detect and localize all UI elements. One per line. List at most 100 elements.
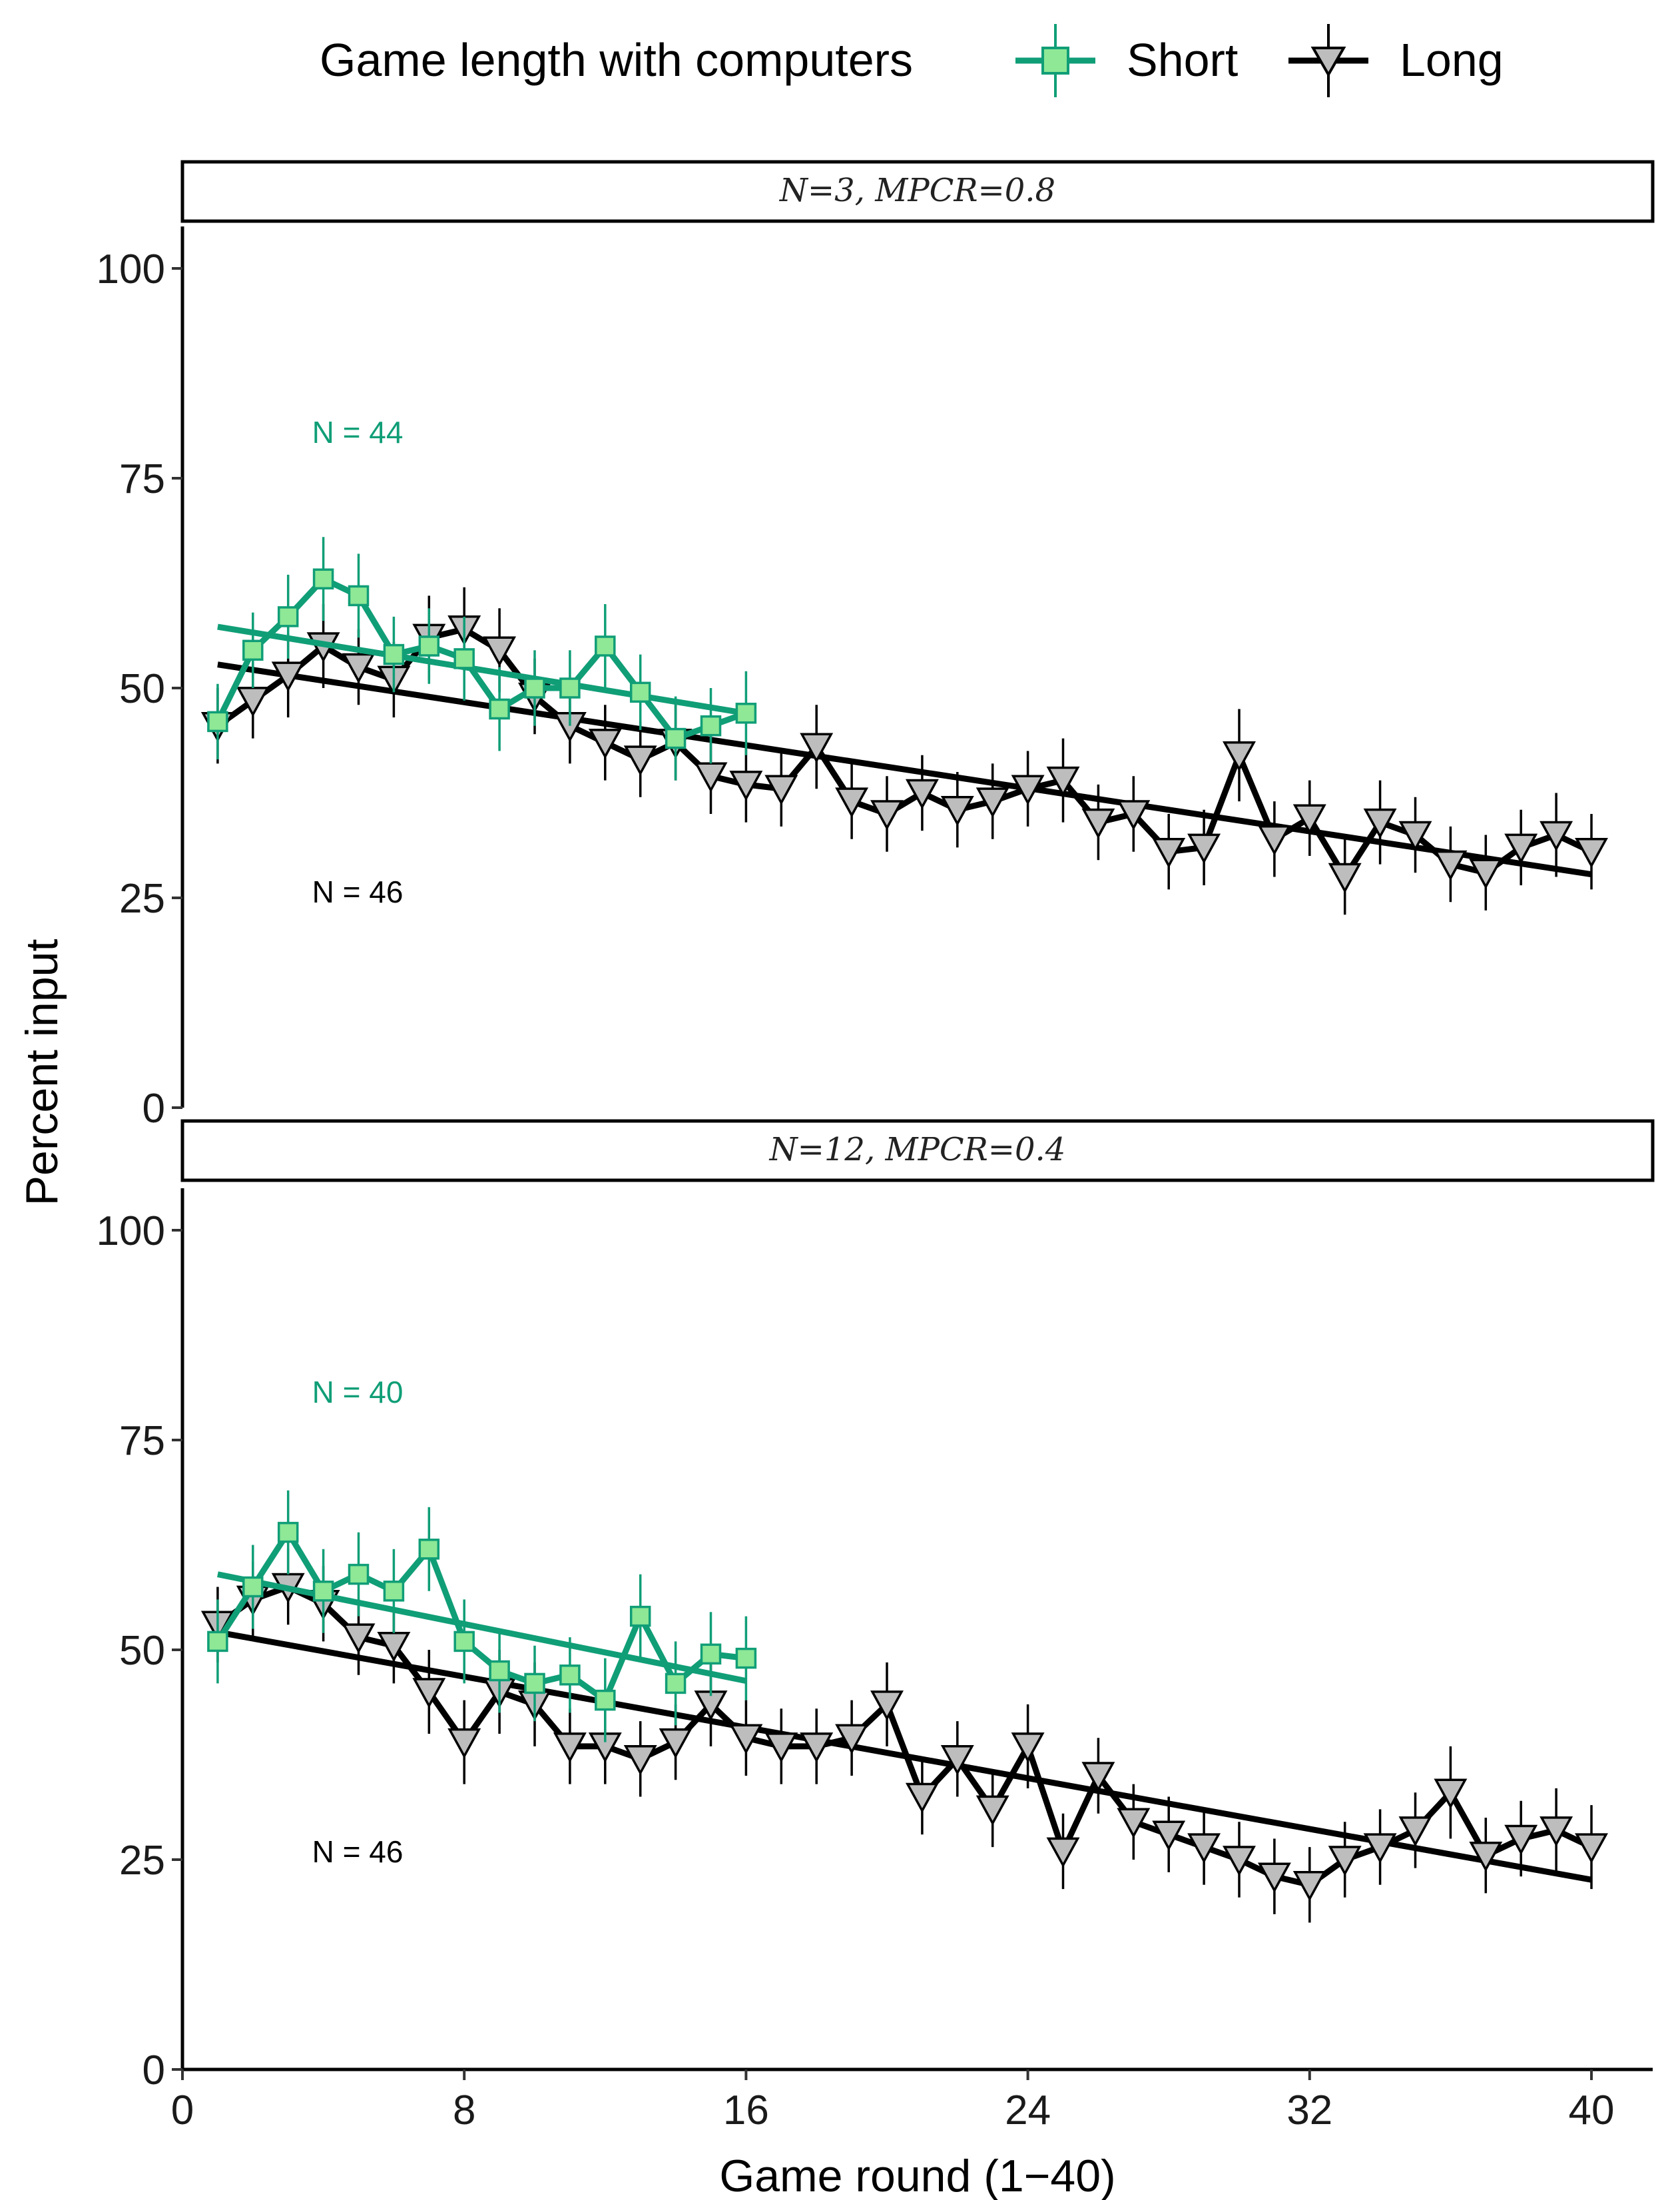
- data-point: [905, 779, 939, 810]
- data-point: [735, 1647, 757, 1669]
- data-point: [700, 1643, 722, 1665]
- data-point: [659, 1728, 693, 1759]
- data-point: [453, 648, 475, 669]
- data-point: [623, 1745, 657, 1776]
- data-point: [976, 787, 1009, 818]
- x-tick-label: 24: [1005, 2087, 1051, 2133]
- data-point: [800, 733, 834, 763]
- series-short: [207, 537, 757, 781]
- x-tick-label: 16: [723, 2087, 769, 2133]
- data-point: [870, 800, 904, 831]
- series-line-short: [214, 575, 747, 742]
- data-point: [629, 1605, 651, 1627]
- data-point: [453, 1631, 475, 1652]
- data-point: [665, 727, 687, 749]
- series-line-long: [216, 626, 1593, 880]
- data-point: [207, 711, 228, 733]
- data-point: [700, 715, 722, 737]
- data-point: [835, 1724, 869, 1754]
- data-point: [595, 635, 616, 657]
- y-tick-label: 100: [97, 1208, 165, 1254]
- series-long: [200, 587, 1608, 915]
- panel-2-n-long: N = 46: [312, 1834, 404, 1869]
- y-tick-label: 75: [119, 1418, 165, 1464]
- data-point: [1117, 1808, 1151, 1838]
- legend-label-short: Short: [1127, 34, 1238, 86]
- data-point: [447, 1728, 481, 1759]
- data-point: [940, 795, 974, 827]
- data-point: [1398, 821, 1432, 852]
- legend-label-long: Long: [1400, 34, 1504, 86]
- data-point: [1257, 1862, 1291, 1893]
- data-point: [623, 745, 657, 776]
- data-point: [1469, 1841, 1503, 1872]
- x-tick-label: 8: [453, 2087, 475, 2133]
- data-point: [489, 698, 510, 720]
- data-point: [595, 1689, 616, 1711]
- trend-line-short: [217, 1571, 747, 1684]
- data-point: [835, 787, 869, 818]
- x-tick-label: 40: [1569, 2087, 1615, 2133]
- data-point: [1117, 800, 1151, 831]
- data-point: [1046, 1837, 1080, 1868]
- data-point: [1398, 1816, 1432, 1847]
- data-point: [1434, 850, 1468, 881]
- trend-line-long: [217, 661, 1592, 878]
- data-point: [1152, 837, 1186, 869]
- legend: Game length with computers Short Long: [320, 24, 1504, 97]
- legend-title: Game length with computers: [320, 34, 913, 86]
- data-point: [1081, 1762, 1115, 1792]
- trend-line-short: [217, 623, 747, 717]
- data-point: [418, 1539, 440, 1560]
- panel-1-n-short: N = 44: [312, 415, 404, 450]
- data-point: [559, 677, 581, 699]
- data-point: [1540, 821, 1573, 852]
- data-point: [1363, 1833, 1397, 1864]
- data-point: [271, 661, 305, 692]
- data-point: [870, 1690, 904, 1721]
- data-point: [1152, 1820, 1186, 1851]
- y-tick-label: 50: [119, 1628, 165, 1674]
- panel-1-n-long: N = 46: [312, 875, 404, 909]
- x-tick-label: 0: [171, 2087, 194, 2133]
- data-point: [1328, 1846, 1362, 1876]
- data-point: [764, 1732, 798, 1763]
- data-point: [1292, 804, 1326, 835]
- data-point: [588, 729, 622, 759]
- series-long: [200, 1549, 1608, 1923]
- y-tick-label: 0: [142, 1086, 165, 1132]
- x-axis-title: Game round (1−40): [719, 2151, 1115, 2200]
- data-point: [559, 1664, 581, 1686]
- data-point: [1011, 775, 1045, 805]
- series-line-long: [216, 1584, 1593, 1888]
- data-point: [800, 1732, 834, 1763]
- data-point: [1328, 863, 1362, 894]
- data-point: [524, 1672, 545, 1694]
- data-point: [242, 1576, 264, 1598]
- data-point: [342, 1623, 376, 1654]
- data-point: [348, 1563, 370, 1585]
- data-point: [207, 1631, 228, 1652]
- data-point: [277, 1521, 299, 1543]
- data-point: [489, 1660, 510, 1682]
- legend-key-short: [1015, 24, 1095, 97]
- data-point: [764, 775, 798, 805]
- data-point: [735, 703, 757, 724]
- panel-2: 0 25 50 75 100 0 8 16 24 32 40: [97, 1188, 1653, 2133]
- data-point: [1223, 741, 1256, 772]
- data-point: [1504, 833, 1538, 865]
- data-point: [1046, 766, 1080, 797]
- data-point: [348, 585, 370, 607]
- data-point: [483, 636, 517, 667]
- data-point: [1257, 825, 1291, 856]
- data-point: [1540, 1816, 1573, 1847]
- data-point: [729, 771, 763, 801]
- panel-2-title: N=12, MPCR=0.4: [769, 1131, 1066, 1168]
- x-tick-label: 32: [1286, 2087, 1332, 2133]
- data-point: [242, 639, 264, 661]
- data-point: [412, 1678, 446, 1708]
- data-point: [342, 653, 376, 684]
- data-point: [1223, 1846, 1256, 1876]
- plot-layer: 0 25 50 75 100 0 25 50 75 100 0 8 16 24 32 40: [97, 226, 1653, 2133]
- data-point: [524, 677, 545, 699]
